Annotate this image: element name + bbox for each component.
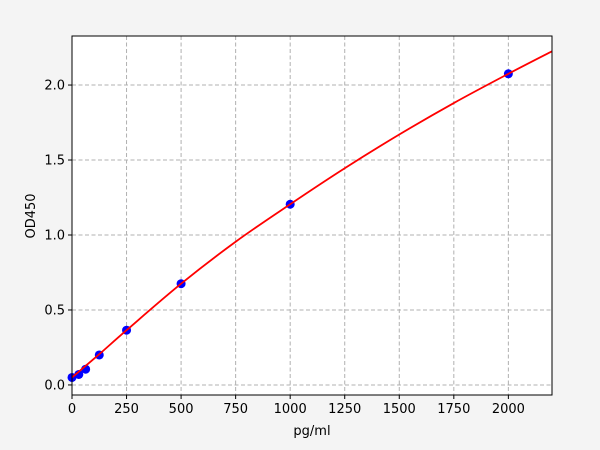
data-point: [74, 369, 84, 379]
y-tick-label: 1.0: [44, 228, 65, 243]
x-tick-label: 1500: [383, 402, 416, 417]
x-tick-label: 1750: [437, 402, 470, 417]
y-tick-label: 0.0: [44, 378, 65, 393]
x-tick-label: 500: [169, 402, 194, 417]
plot-area: [72, 36, 552, 395]
x-tick-label: 2000: [492, 402, 525, 417]
plot-frame: [71, 35, 553, 396]
x-tick-label: 250: [114, 402, 139, 417]
x-tick-label: 750: [223, 402, 248, 417]
grid: [71, 36, 552, 395]
fit-curve: [71, 50, 553, 379]
y-tick-label: 1.5: [44, 154, 65, 169]
ticks: 0 250 500 750 1000 1250 1500 1750 2000 0.0 0.5 1.0 1…: [44, 79, 525, 417]
x-tick-label: 1000: [274, 402, 307, 417]
y-tick-label: 2.0: [44, 79, 65, 94]
x-tick-label: 1250: [328, 402, 361, 417]
y-axis-label: OD450: [24, 193, 39, 238]
x-axis-label: pg/ml: [293, 424, 330, 439]
y-tick-label: 0.5: [44, 303, 65, 318]
x-tick-label: 0: [68, 402, 76, 417]
